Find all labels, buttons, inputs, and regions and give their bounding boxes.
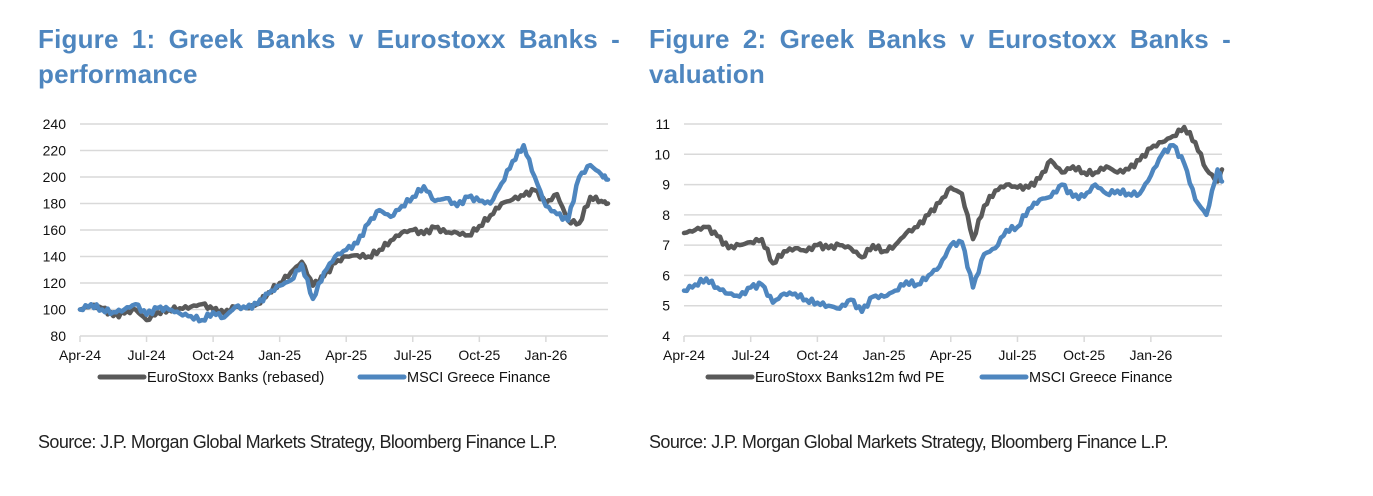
figure-1-title: Figure 1: Greek Banks v Eurostoxx Banks … [38,24,620,89]
x-tick-label: Apr-24 [663,347,705,363]
series-line-msci-greece [681,142,1225,315]
series-line-msci-greece [77,142,611,324]
x-tick-label: Apr-25 [930,347,972,363]
legend-label: MSCI Greece Finance [1029,370,1172,386]
legend-label: EuroStoxx Banks12m fwd PE [755,370,945,386]
x-tick-label: Apr-24 [59,347,101,363]
chart-1-svg: 80 100 120 140 160 180 200 220 240 Apr-24 Jul-24 Oc… [43,116,611,386]
y-tick-label: 180 [43,196,67,212]
x-tick-label: Jul-25 [998,347,1036,363]
x-tick-label: Jul-25 [394,347,432,363]
x-tick-label: Oct-24 [796,347,838,363]
y-tick-label: 11 [655,116,670,132]
y-tick-label: 100 [43,302,67,318]
y-tick-label: 4 [662,328,670,344]
x-tick-label: Jan-26 [1129,347,1172,363]
y-tick-label: 7 [662,237,670,253]
y-tick-label: 6 [662,267,670,283]
y-tick-label: 160 [43,222,67,238]
y-tick-label: 240 [43,116,67,132]
figure-1-source: Source: J.P. Morgan Global Markets Strat… [38,432,558,452]
x-tick-label: Jan-26 [524,347,567,363]
x-tick-label: Jan-25 [863,347,906,363]
figure-2-source: Source: J.P. Morgan Global Markets Strat… [649,432,1169,452]
series-line-eurostoxx [77,186,611,323]
legend-label: EuroStoxx Banks (rebased) [147,370,324,386]
x-tick-label: Oct-25 [458,347,500,363]
y-tick-label: 140 [43,249,67,265]
series-line-eurostoxx [681,124,1225,266]
x-tick-label: Jan-25 [258,347,301,363]
y-tick-label: 5 [662,298,670,314]
y-tick-label: 120 [43,275,67,291]
x-tick-label: Jul-24 [732,347,770,363]
x-tick-label: Apr-25 [325,347,367,363]
y-tick-label: 220 [43,143,67,159]
chart-2-svg: 4 5 6 7 8 9 10 11 Apr-24 Jul-24 Oct-24 Jan-25 Apr-25… [654,116,1225,386]
x-tick-label: Jul-24 [127,347,165,363]
figure-2-title: Figure 2: Greek Banks v Eurostoxx Banks … [649,24,1231,89]
y-tick-label: 200 [43,169,67,185]
y-tick-label: 9 [662,177,670,193]
y-tick-label: 8 [662,207,670,223]
x-tick-label: Oct-24 [192,347,234,363]
legend-label: MSCI Greece Finance [407,370,550,386]
x-tick-label: Oct-25 [1063,347,1105,363]
y-tick-label: 10 [654,146,670,162]
y-tick-label: 80 [50,328,66,344]
